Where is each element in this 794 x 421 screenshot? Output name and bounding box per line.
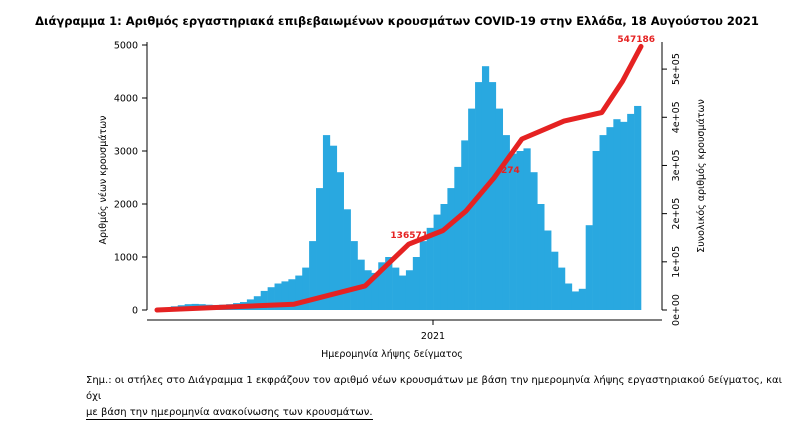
bar	[253, 296, 262, 310]
bar	[385, 257, 393, 310]
bar	[447, 188, 455, 310]
bar	[523, 148, 531, 310]
bar	[274, 283, 282, 310]
bar	[260, 290, 268, 310]
annotation-274: 274	[501, 166, 520, 176]
bar	[316, 188, 324, 310]
bar	[309, 241, 317, 310]
chart-title: Διάγραμμα 1: Αριθμός εργαστηριακά επιβεβ…	[35, 14, 759, 28]
bar	[392, 267, 400, 310]
cumulative-line	[154, 43, 644, 313]
bar	[295, 275, 303, 310]
footnote: Σημ.: οι στήλες στο Διάγραμμα 1 εκφράζου…	[86, 373, 794, 421]
bar	[599, 135, 607, 310]
bar	[578, 288, 586, 310]
bar	[336, 172, 344, 310]
bar	[544, 230, 552, 310]
bar	[530, 172, 538, 310]
bar	[551, 251, 559, 310]
x-tick-label: 2021	[421, 331, 445, 342]
bar	[343, 209, 351, 310]
bar	[288, 279, 296, 310]
chart: Διάγραμμα 1: Αριθμός εργαστηριακά επιβεβ…	[35, 14, 759, 360]
y2-axis-ticks: 0e+00 1e+05 2e+05 3e+05 4e+05 5e+05	[662, 53, 682, 326]
footnote-line-1: Σημ.: οι στήλες στο Διάγραμμα 1 εκφράζου…	[86, 375, 782, 402]
y-tick-label: 0	[132, 306, 138, 317]
y2-tick-label: 4e+05	[671, 101, 682, 133]
bar	[302, 267, 310, 310]
y2-tick-label: 5e+05	[671, 53, 682, 85]
bar	[329, 145, 338, 310]
bar	[440, 204, 448, 310]
bar	[322, 135, 331, 310]
bar	[592, 151, 600, 310]
bar	[461, 140, 469, 310]
y-tick-label: 2000	[114, 200, 138, 211]
bar	[606, 127, 614, 311]
bar	[371, 272, 379, 310]
bar	[502, 135, 510, 310]
bar	[620, 121, 628, 310]
bar	[399, 275, 407, 310]
y2-tick-label: 0e+00	[671, 294, 682, 326]
bar	[585, 225, 593, 310]
bar	[419, 241, 427, 310]
bar	[364, 270, 372, 310]
bar	[267, 287, 275, 310]
bar	[558, 267, 566, 310]
y-tick-label: 4000	[114, 94, 138, 105]
bar	[634, 105, 642, 310]
y-axis-label: Αριθμός νέων κρουσμάτων	[98, 116, 109, 245]
y-axis-ticks: 0 1000 2000 3000 4000 5000	[114, 41, 147, 317]
x-axis-label: Ημερομηνία λήψης δείγματος	[321, 349, 463, 360]
y2-tick-label: 2e+05	[671, 198, 682, 230]
bar	[613, 119, 621, 310]
y2-tick-label: 1e+05	[671, 246, 682, 278]
footnote-line-2: με βάση την ημερομηνία ανακοίνωσης των κ…	[86, 407, 373, 420]
plot-area	[154, 43, 644, 313]
bar	[412, 257, 421, 310]
bar	[509, 153, 517, 310]
bar	[281, 281, 289, 310]
bar	[468, 108, 476, 310]
y-tick-label: 5000	[114, 41, 138, 52]
last-value-label: 547186	[617, 35, 655, 45]
bar	[378, 262, 386, 310]
bar	[564, 283, 573, 310]
y-tick-label: 1000	[114, 253, 138, 264]
bar	[571, 291, 580, 310]
annotation-136571: 136571	[390, 231, 428, 241]
bar	[426, 227, 434, 310]
bar	[495, 108, 504, 310]
y2-axis-label: Συνολικός αριθμός κρουσμάτων	[696, 99, 707, 252]
bar	[405, 270, 414, 310]
y-tick-label: 3000	[114, 147, 138, 158]
bar	[433, 214, 441, 310]
bar	[627, 113, 635, 311]
bar	[350, 241, 358, 310]
bar	[488, 82, 497, 310]
bar	[516, 151, 524, 310]
y2-tick-label: 3e+05	[671, 149, 682, 181]
bar	[454, 166, 462, 310]
bar	[537, 204, 545, 310]
